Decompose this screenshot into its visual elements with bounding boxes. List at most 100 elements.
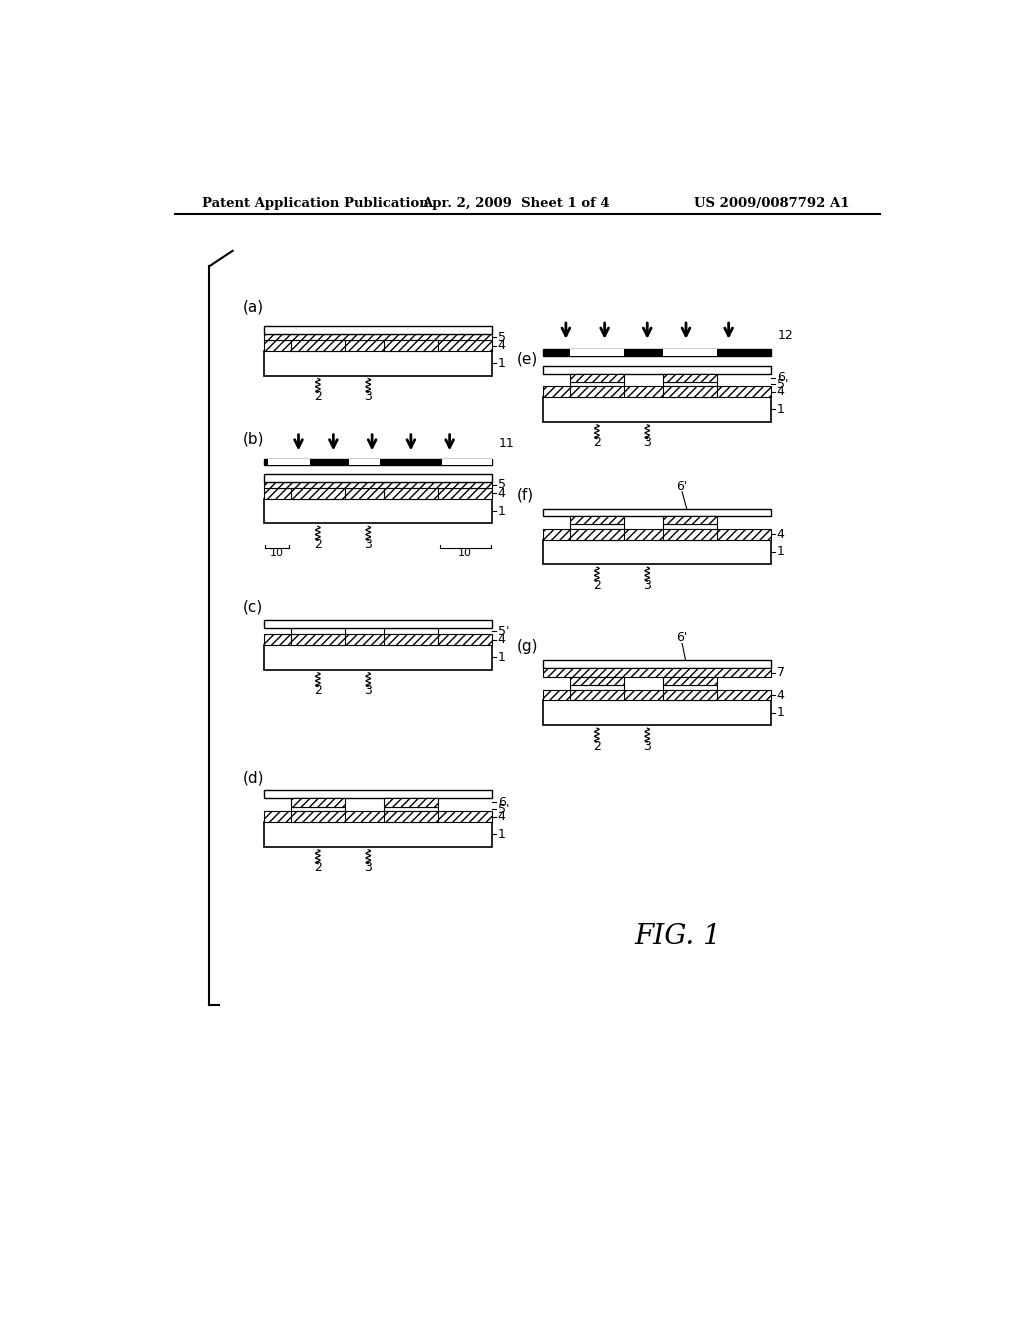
- Bar: [663, 524, 717, 529]
- Bar: [384, 807, 438, 812]
- Bar: [263, 789, 493, 797]
- Bar: [543, 366, 771, 374]
- Bar: [569, 529, 624, 540]
- Bar: [263, 499, 493, 524]
- Text: 3: 3: [643, 739, 651, 752]
- Text: US 2009/0087792 A1: US 2009/0087792 A1: [693, 197, 849, 210]
- Text: 2: 2: [593, 579, 601, 591]
- Text: 11: 11: [499, 437, 514, 450]
- Bar: [291, 797, 345, 807]
- Text: (b): (b): [243, 432, 264, 447]
- Text: Patent Application Publication: Patent Application Publication: [202, 197, 428, 210]
- Text: 5': 5': [498, 803, 509, 816]
- Bar: [384, 635, 438, 645]
- Bar: [263, 822, 493, 847]
- Text: 1: 1: [776, 403, 784, 416]
- Text: 3: 3: [643, 437, 651, 449]
- Text: 4: 4: [776, 528, 784, 541]
- Text: 7: 7: [776, 667, 784, 680]
- Bar: [263, 482, 493, 488]
- Bar: [263, 620, 493, 628]
- Bar: [267, 459, 310, 465]
- Text: 4: 4: [498, 487, 506, 500]
- Bar: [291, 807, 345, 812]
- Text: 4: 4: [776, 689, 784, 702]
- Bar: [569, 685, 624, 689]
- Text: 2: 2: [593, 739, 601, 752]
- Bar: [291, 635, 345, 645]
- Text: 3: 3: [365, 539, 372, 550]
- Text: 6': 6': [677, 479, 688, 492]
- Bar: [663, 677, 717, 685]
- Text: 6': 6': [677, 631, 688, 644]
- Bar: [263, 351, 493, 376]
- Text: 3: 3: [643, 579, 651, 591]
- Bar: [569, 524, 624, 529]
- Text: (c): (c): [243, 599, 263, 614]
- Bar: [543, 701, 771, 725]
- Bar: [543, 529, 771, 540]
- Bar: [384, 797, 438, 807]
- Text: 10: 10: [269, 548, 284, 558]
- Text: 4: 4: [498, 634, 506, 647]
- Text: 6: 6: [498, 796, 506, 809]
- Bar: [543, 540, 771, 564]
- Bar: [263, 459, 493, 465]
- Bar: [663, 516, 717, 524]
- Bar: [263, 326, 493, 334]
- Bar: [442, 459, 493, 465]
- Bar: [384, 341, 438, 351]
- Text: (a): (a): [243, 300, 264, 314]
- Text: 1: 1: [776, 545, 784, 558]
- Text: 3: 3: [365, 862, 372, 874]
- Text: 4: 4: [776, 385, 784, 399]
- Bar: [263, 474, 493, 482]
- Bar: [543, 508, 771, 516]
- Bar: [543, 387, 771, 397]
- Bar: [291, 341, 345, 351]
- Bar: [663, 529, 717, 540]
- Text: 2: 2: [593, 437, 601, 449]
- Text: 12: 12: [777, 329, 794, 342]
- Text: (f): (f): [517, 487, 535, 503]
- Bar: [384, 488, 438, 499]
- Bar: [663, 387, 717, 397]
- Text: 1: 1: [498, 651, 506, 664]
- Text: 10: 10: [458, 548, 472, 558]
- Text: 2: 2: [314, 539, 322, 550]
- Text: 2: 2: [314, 391, 322, 403]
- Text: 2: 2: [314, 862, 322, 874]
- Bar: [569, 374, 624, 381]
- Bar: [663, 374, 717, 381]
- Text: (d): (d): [243, 771, 264, 785]
- Text: 1: 1: [498, 356, 506, 370]
- Text: 6: 6: [776, 371, 784, 384]
- Text: (e): (e): [517, 351, 539, 366]
- Text: 1: 1: [498, 828, 506, 841]
- Bar: [263, 341, 493, 351]
- Bar: [263, 812, 493, 822]
- Bar: [569, 387, 624, 397]
- Bar: [569, 350, 624, 355]
- Bar: [291, 812, 345, 822]
- Bar: [384, 628, 438, 635]
- Bar: [263, 635, 493, 645]
- Bar: [663, 689, 717, 701]
- Text: 5: 5: [498, 478, 506, 491]
- Text: 5': 5': [498, 624, 509, 638]
- Bar: [384, 812, 438, 822]
- Bar: [663, 381, 717, 387]
- Text: 4: 4: [498, 339, 506, 352]
- Bar: [291, 628, 345, 635]
- Text: 3: 3: [365, 391, 372, 403]
- Bar: [543, 350, 771, 355]
- Bar: [569, 516, 624, 524]
- Bar: [543, 397, 771, 422]
- Bar: [291, 488, 345, 499]
- Bar: [263, 645, 493, 669]
- Text: 3: 3: [365, 684, 372, 697]
- Bar: [263, 488, 493, 499]
- Bar: [543, 689, 771, 701]
- Bar: [569, 689, 624, 701]
- Bar: [569, 677, 624, 685]
